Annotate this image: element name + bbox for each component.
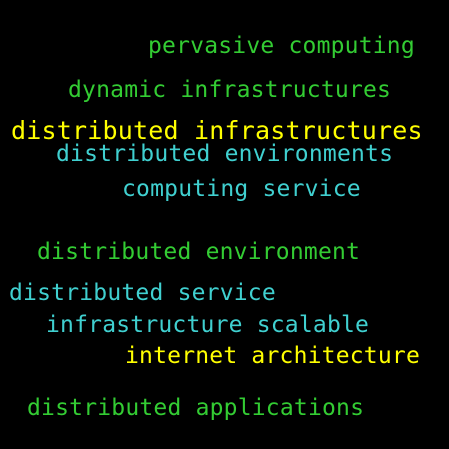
word-infrastructure-scalable: infrastructure scalable [46, 312, 370, 338]
word-dynamic-infrastructures: dynamic infrastructures [68, 77, 392, 103]
word-distributed-infrastructures: distributed infrastructures [11, 116, 423, 145]
word-distributed-service: distributed service [9, 280, 276, 306]
word-internet-architecture: internet architecture [125, 343, 420, 369]
word-distributed-applications: distributed applications [27, 395, 365, 421]
word-distributed-environment: distributed environment [37, 239, 361, 265]
word-pervasive-computing: pervasive computing [148, 33, 415, 59]
word-computing-service: computing service [122, 176, 361, 202]
word-distributed-environments: distributed environments [56, 141, 394, 167]
